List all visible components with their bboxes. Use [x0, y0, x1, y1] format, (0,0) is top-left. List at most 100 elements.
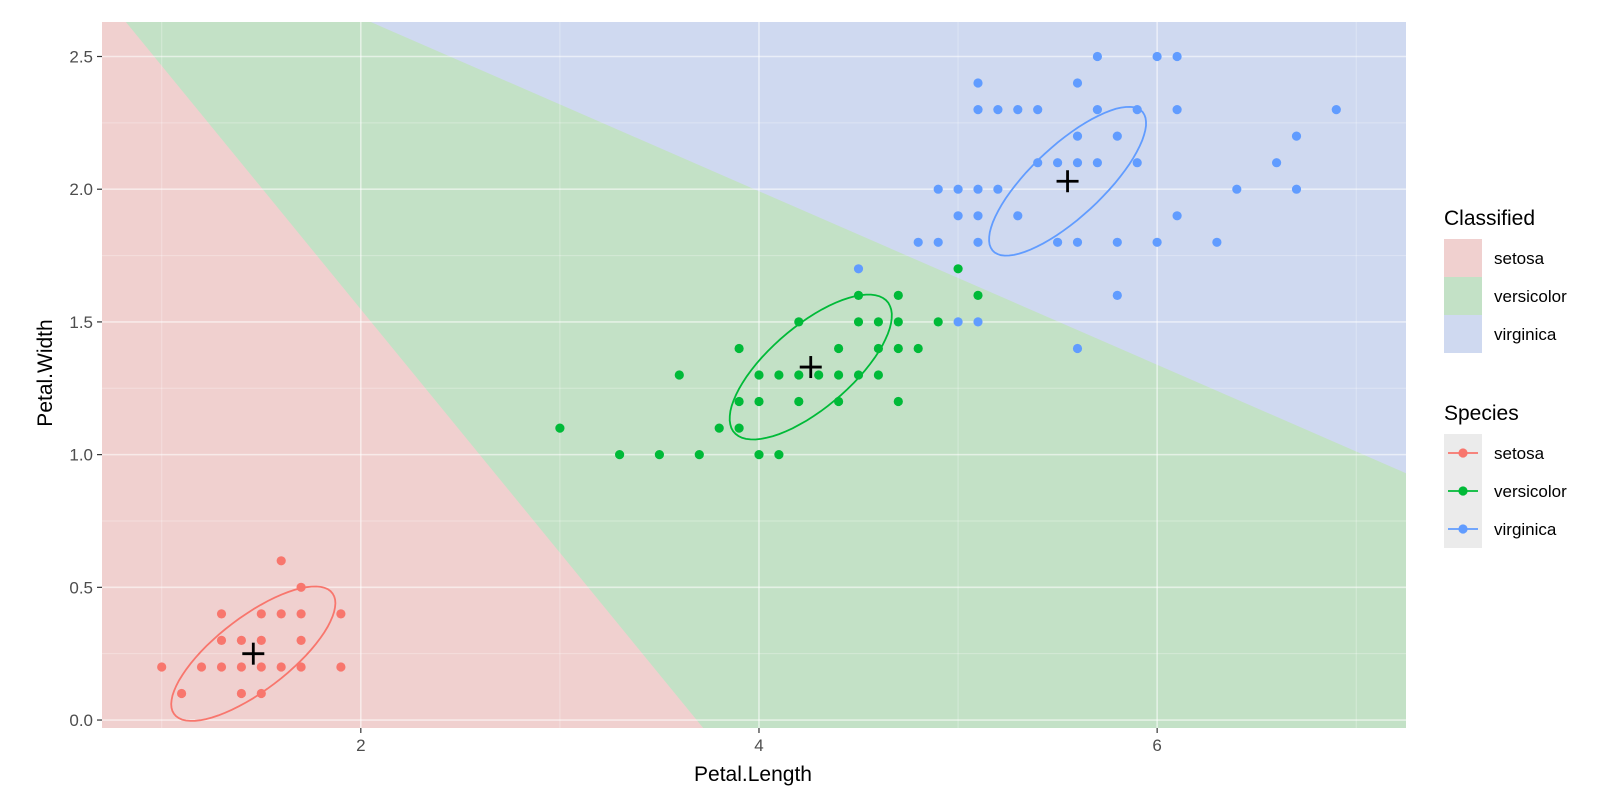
point-versicolor	[933, 317, 943, 327]
point-versicolor	[834, 396, 844, 407]
point-virginica	[853, 264, 864, 274]
point-setosa	[256, 635, 266, 646]
ellipse-versicolor	[728, 293, 893, 441]
point-virginica	[1272, 158, 1282, 168]
point-versicolor	[774, 370, 784, 380]
data-points	[157, 51, 1341, 699]
point-virginica	[1033, 105, 1043, 115]
point-virginica	[1172, 211, 1182, 221]
legend-label: setosa	[1494, 249, 1545, 268]
point-setosa	[236, 662, 246, 672]
point-versicolor	[834, 370, 844, 380]
point-versicolor	[893, 290, 903, 300]
point-virginica	[1053, 158, 1063, 168]
point-virginica	[1072, 158, 1083, 168]
legend-key-virginica	[1444, 510, 1482, 548]
point-setosa	[276, 662, 286, 672]
point-virginica	[993, 105, 1003, 115]
point-versicolor	[893, 343, 903, 354]
y-tick-label: 1.0	[69, 446, 93, 465]
point-versicolor	[734, 423, 744, 433]
point-virginica	[1212, 237, 1222, 247]
legend-key-versicolor	[1444, 472, 1482, 510]
legend-label: virginica	[1494, 520, 1557, 539]
point-setosa	[256, 688, 266, 699]
point-virginica	[1092, 51, 1102, 62]
point-virginica	[1092, 105, 1102, 115]
legend-key-setosa	[1444, 239, 1482, 277]
point-virginica	[1013, 105, 1023, 115]
y-axis: 0.0 0.5 1.0 1.5 2.0 2.5	[69, 48, 102, 730]
point-setosa	[236, 688, 246, 699]
point-versicolor	[674, 370, 684, 380]
point-virginica	[993, 184, 1003, 194]
legend-species: Species setosa versicolor virginica	[1444, 402, 1567, 548]
point-versicolor	[754, 450, 764, 460]
point-versicolor	[834, 343, 844, 354]
point-versicolor	[774, 450, 784, 460]
point-virginica	[1112, 131, 1122, 141]
point-virginica	[1172, 51, 1182, 62]
centroid-setosa	[242, 642, 265, 665]
point-virginica	[1072, 131, 1083, 141]
point-virginica	[953, 211, 963, 221]
ellipse-virginica	[988, 105, 1147, 257]
point-setosa	[196, 662, 207, 672]
point-virginica	[1072, 78, 1083, 88]
point-virginica	[953, 184, 963, 194]
point-virginica	[1013, 211, 1023, 221]
point-versicolor	[654, 450, 665, 460]
point-virginica	[973, 184, 983, 194]
point-setosa	[296, 635, 306, 646]
point-versicolor	[893, 317, 903, 327]
point-versicolor	[694, 450, 704, 460]
point-setosa	[336, 662, 346, 672]
ellipse-setosa	[170, 585, 337, 722]
point-versicolor	[615, 450, 625, 460]
point-versicolor	[953, 264, 963, 274]
x-tick-label: 2	[356, 736, 365, 755]
point-versicolor	[754, 370, 764, 380]
legends: ClassifiedsetosaversicolorvirginicaSpeci…	[1444, 207, 1567, 548]
legend-label: versicolor	[1494, 482, 1567, 501]
legend-key-virginica	[1444, 315, 1482, 353]
point-setosa	[296, 609, 306, 619]
point-virginica	[953, 317, 963, 327]
y-tick-label: 1.5	[69, 313, 93, 332]
point-setosa	[256, 609, 266, 619]
x-tick-label: 4	[754, 736, 763, 755]
point-versicolor	[853, 290, 864, 300]
point-versicolor	[853, 370, 864, 380]
y-tick-label: 0.0	[69, 711, 93, 730]
point-virginica	[1132, 105, 1142, 115]
point-virginica	[1291, 184, 1302, 194]
point-virginica	[1291, 131, 1302, 141]
point-setosa	[216, 662, 227, 672]
point-virginica	[1072, 237, 1083, 247]
point-setosa	[276, 609, 286, 619]
x-axis: 2 4 6	[356, 728, 1162, 755]
point-versicolor	[873, 370, 884, 380]
point-virginica	[1172, 105, 1182, 115]
legend-title: Classified	[1444, 207, 1535, 230]
point-setosa	[276, 556, 286, 566]
point-virginica	[1112, 290, 1122, 300]
point-virginica	[973, 105, 983, 115]
point-setosa	[336, 609, 346, 619]
centroid-markers	[242, 170, 1079, 665]
point-setosa	[296, 662, 306, 672]
point-virginica	[1152, 51, 1162, 62]
point-virginica	[1092, 158, 1102, 168]
point-setosa	[256, 662, 266, 672]
region-setosa	[102, 22, 704, 728]
legend-label: versicolor	[1494, 287, 1567, 306]
y-tick-label: 0.5	[69, 578, 93, 597]
grid-lines	[102, 22, 1406, 728]
y-axis-title: Petal.Width	[34, 319, 57, 426]
centroid-versicolor	[799, 356, 822, 379]
point-setosa	[216, 609, 227, 619]
point-virginica	[1232, 184, 1242, 194]
legend-classified: Classified setosa versicolor virginica	[1444, 207, 1567, 353]
point-setosa	[296, 582, 306, 592]
